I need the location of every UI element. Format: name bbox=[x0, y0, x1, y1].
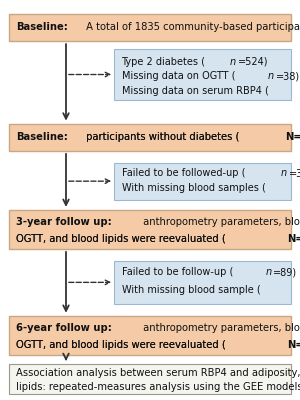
Text: OGTT, and blood lipids were reevaluated (: OGTT, and blood lipids were reevaluated … bbox=[16, 234, 226, 244]
Text: n: n bbox=[265, 267, 271, 277]
Text: 6-year follow up:: 6-year follow up: bbox=[16, 323, 112, 333]
Text: anthropometry parameters, blood pressure,: anthropometry parameters, blood pressure… bbox=[140, 217, 300, 227]
Text: lipids: repeated-measures analysis using the GEE models: lipids: repeated-measures analysis using… bbox=[16, 382, 300, 392]
Text: =89): =89) bbox=[273, 267, 297, 277]
Text: anthropometry parameters, blood pressure,: anthropometry parameters, blood pressure… bbox=[140, 323, 300, 333]
Text: Failed to be followed-up (: Failed to be followed-up ( bbox=[122, 168, 245, 178]
Text: N=918): N=918) bbox=[287, 234, 300, 244]
Bar bbox=[114, 261, 291, 304]
Text: n: n bbox=[230, 57, 236, 67]
Text: n: n bbox=[281, 168, 287, 178]
Text: Type 2 diabetes (: Type 2 diabetes ( bbox=[122, 57, 206, 67]
Text: =347): =347) bbox=[289, 168, 300, 178]
Text: Baseline:: Baseline: bbox=[16, 132, 68, 142]
Bar bbox=[114, 163, 291, 200]
Bar bbox=[9, 316, 291, 355]
Text: N=784): N=784) bbox=[287, 340, 300, 350]
Text: 3-year follow up:: 3-year follow up: bbox=[16, 217, 112, 227]
Text: N=1267): N=1267) bbox=[285, 132, 300, 142]
Text: n: n bbox=[268, 71, 274, 81]
Bar bbox=[9, 210, 291, 249]
Text: Missing data on serum RBP4 (: Missing data on serum RBP4 ( bbox=[122, 86, 268, 96]
Text: Baseline:: Baseline: bbox=[16, 22, 68, 32]
Bar bbox=[114, 49, 291, 100]
Text: OGTT, and blood lipids were reevaluated (: OGTT, and blood lipids were reevaluated … bbox=[16, 340, 226, 350]
Text: Failed to be follow-up (: Failed to be follow-up ( bbox=[122, 267, 233, 277]
Bar bbox=[9, 364, 291, 394]
Text: OGTT, and blood lipids were reevaluated (: OGTT, and blood lipids were reevaluated … bbox=[16, 340, 226, 350]
Text: A total of 1835 community-based participants: A total of 1835 community-based particip… bbox=[83, 22, 300, 32]
Text: =38): =38) bbox=[276, 71, 300, 81]
Bar bbox=[9, 14, 291, 41]
Text: OGTT, and blood lipids were reevaluated (: OGTT, and blood lipids were reevaluated … bbox=[16, 234, 226, 244]
Text: With missing blood sample (: With missing blood sample ( bbox=[122, 284, 260, 294]
Text: Association analysis between serum RBP4 and adiposity, glucose,: Association analysis between serum RBP4 … bbox=[16, 368, 300, 378]
Text: Missing data on OGTT (: Missing data on OGTT ( bbox=[122, 71, 235, 81]
Text: =524): =524) bbox=[238, 57, 268, 67]
Text: With missing blood samples (: With missing blood samples ( bbox=[122, 183, 266, 193]
Bar bbox=[9, 124, 291, 151]
Text: participants without diabetes (: participants without diabetes ( bbox=[83, 132, 240, 142]
Text: participants without diabetes (: participants without diabetes ( bbox=[83, 132, 240, 142]
